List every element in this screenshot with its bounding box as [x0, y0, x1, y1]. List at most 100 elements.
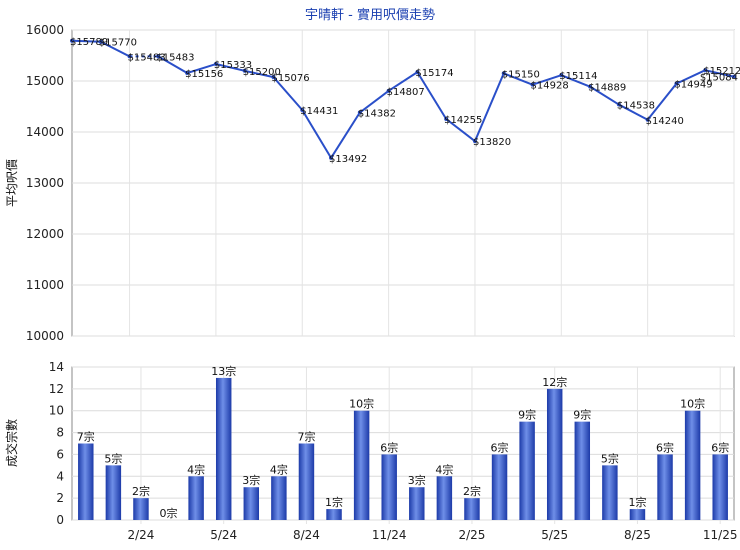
price-data-label: $15200 [243, 67, 281, 78]
price-point [588, 84, 593, 89]
price-data-label: $15333 [214, 60, 252, 71]
volume-x-tick-label: 5/24 [210, 528, 237, 542]
volume-data-label: 9宗 [573, 408, 591, 422]
price-point [501, 71, 506, 76]
price-data-label: $14928 [531, 81, 569, 92]
price-line-segment [503, 72, 533, 86]
volume-bar [78, 443, 94, 520]
price-line-segment [71, 39, 101, 43]
price-y-tick-label: 16000 [26, 23, 64, 37]
price-point [185, 71, 190, 76]
volume-y-tick-label: 12 [49, 382, 64, 396]
price-data-label: $14807 [387, 87, 425, 98]
price-y-tick-label: 11000 [26, 278, 64, 292]
volume-x-tick-label: 2/25 [458, 528, 485, 542]
volume-bar [684, 410, 701, 520]
price-point [415, 70, 420, 75]
volume-data-label: 6宗 [380, 440, 398, 454]
volume-bar [657, 454, 673, 520]
volume-x-tick-label: 5/25 [541, 528, 568, 542]
volume-bar [519, 421, 535, 520]
volume-data-label: 0宗 [160, 506, 178, 520]
volume-x-tick-label: 2/24 [127, 528, 154, 542]
volume-y-tick-label: 8 [56, 426, 64, 440]
price-y-tick-label: 12000 [26, 227, 64, 241]
price-data-label: $15483 [156, 52, 194, 63]
price-data-label: $15770 [99, 38, 137, 49]
price-gridlines [72, 29, 735, 337]
price-chart-title: 宇晴軒 - 實用呎價走勢 [305, 7, 435, 23]
volume-bar [298, 443, 315, 520]
price-line-segment [272, 76, 304, 111]
price-line-segment [618, 103, 649, 121]
price-line-segment [330, 111, 361, 159]
volume-bar [133, 498, 149, 520]
volume-data-label: 6宗 [491, 440, 509, 454]
volume-bar [381, 454, 397, 520]
price-point [645, 117, 650, 122]
price-line-segment [532, 74, 562, 86]
price-point [213, 62, 218, 67]
price-line-segment [445, 118, 476, 142]
price-point [616, 102, 621, 107]
price-data-label: $14949 [674, 80, 712, 91]
volume-data-label: 12宗 [542, 375, 567, 389]
volume-plot-frame [71, 366, 735, 521]
price-y-tick-label: 15000 [26, 74, 64, 88]
price-point [70, 38, 74, 43]
volume-bar [271, 476, 287, 520]
price-data-label: $15789 [70, 37, 108, 48]
price-point [386, 88, 391, 93]
price-data-label: $14255 [444, 115, 482, 126]
volume-y-tick-label: 2 [56, 491, 64, 505]
price-line-segment [646, 82, 678, 121]
volume-bar [491, 454, 508, 520]
volume-y-tick-label: 10 [49, 404, 64, 418]
price-data-label: $15212 [703, 66, 740, 77]
volume-bar [105, 465, 122, 520]
volume-bar [602, 465, 618, 520]
volume-data-label: 6宗 [656, 440, 674, 454]
price-data-label: $15174 [415, 68, 453, 79]
volume-data-label: 1宗 [325, 495, 343, 509]
price-point [530, 82, 535, 87]
price-line-segment [359, 90, 390, 114]
price-point [357, 110, 362, 115]
price-point [559, 73, 564, 78]
volume-bar [574, 421, 591, 520]
price-data-label: $15076 [271, 73, 309, 84]
price-y-tick-label: 13000 [26, 176, 64, 190]
volume-bar-panel: 成交宗數 0 2 4 6 8 10 12 14 7宗 5宗 2宗 0宗 4宗 13宗 3宗 4宗 7宗 1宗 10宗… [4, 360, 738, 542]
price-data-label: $14538 [617, 101, 655, 112]
price-line-segment [388, 71, 418, 92]
volume-gridlines [72, 366, 734, 524]
volume-y-tick-label: 0 [56, 513, 64, 527]
price-line-segment [704, 69, 735, 78]
price-line-segment [244, 69, 274, 79]
price-point [472, 139, 477, 144]
price-data-label: $15156 [185, 69, 223, 80]
price-point [127, 54, 132, 59]
price-line-segment [474, 72, 505, 142]
price-data-label: $13820 [473, 137, 511, 148]
price-data-label: $13492 [329, 154, 367, 165]
price-y-tick-label: 14000 [26, 125, 64, 139]
volume-y-axis-title: 成交宗數 [4, 419, 19, 467]
volume-data-label: 1宗 [628, 495, 646, 509]
price-point [444, 116, 449, 121]
volume-x-tick-label: 8/24 [293, 528, 320, 542]
price-line-segment [416, 71, 448, 120]
price-point [271, 75, 276, 80]
price-data-label: $15084 [700, 73, 738, 84]
volume-data-label: 6宗 [711, 440, 729, 454]
price-line-segment [186, 63, 217, 74]
price-point [156, 54, 161, 59]
volume-x-tick-label: 8/25 [624, 528, 651, 542]
price-data-label: $14889 [588, 83, 626, 94]
volume-bar [546, 388, 563, 520]
volume-data-label: 2宗 [463, 484, 481, 498]
price-point [242, 68, 247, 73]
price-point [732, 74, 736, 79]
